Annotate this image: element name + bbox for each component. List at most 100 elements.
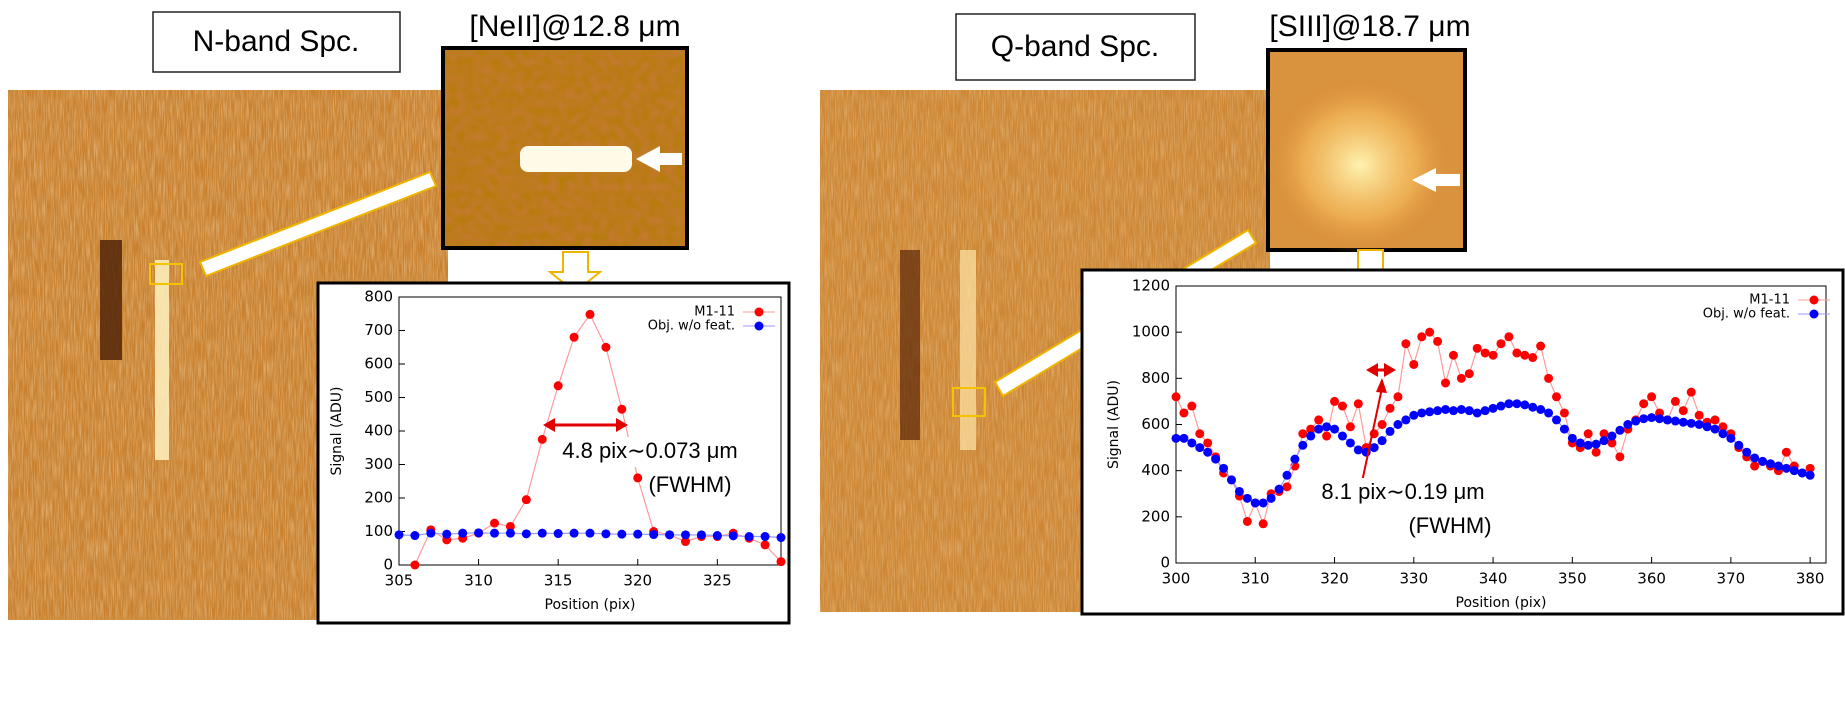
- y-tick-label: 400: [364, 422, 393, 440]
- data-point: [1330, 425, 1339, 434]
- data-point: [1298, 429, 1307, 438]
- annotation: (FWHM): [1408, 513, 1491, 538]
- bright-trace: [960, 250, 976, 450]
- data-point: [1512, 348, 1521, 357]
- y-axis-label: Signal (ADU): [329, 387, 345, 476]
- data-point: [1631, 417, 1640, 426]
- legend-label: Obj. w/o feat.: [648, 319, 735, 334]
- y-tick-label: 100: [364, 522, 393, 540]
- data-point: [1378, 436, 1387, 445]
- y-tick-label: 800: [1141, 369, 1170, 387]
- data-point: [1203, 438, 1212, 447]
- data-point: [1782, 448, 1791, 457]
- x-tick-label: 320: [623, 572, 652, 590]
- y-tick-label: 200: [1141, 507, 1170, 525]
- x-tick-label: 380: [1796, 570, 1825, 588]
- data-point: [1718, 429, 1727, 438]
- data-point: [1187, 438, 1196, 447]
- data-point: [1425, 407, 1434, 416]
- x-tick-label: 370: [1717, 570, 1746, 588]
- data-point: [1449, 406, 1458, 415]
- data-point: [1544, 374, 1553, 383]
- data-point: [1489, 351, 1498, 360]
- data-point: [1750, 453, 1759, 462]
- data-point: [1560, 408, 1569, 417]
- data-point: [1544, 408, 1553, 417]
- data-point: [506, 529, 515, 538]
- data-point: [649, 530, 658, 539]
- data-point: [1584, 429, 1593, 438]
- y-tick-label: 600: [1141, 415, 1170, 433]
- data-point: [586, 529, 595, 538]
- data-point: [474, 528, 483, 537]
- data-point: [1711, 415, 1720, 424]
- data-point: [1251, 498, 1260, 507]
- data-point: [1497, 402, 1506, 411]
- data-point: [410, 561, 419, 570]
- data-point: [410, 531, 419, 540]
- data-point: [586, 310, 595, 319]
- data-point: [1481, 406, 1490, 415]
- data-point: [1726, 434, 1735, 443]
- y-tick-label: 400: [1141, 461, 1170, 479]
- data-point: [713, 531, 722, 540]
- detector-images: [8, 12, 1843, 623]
- emission-line: [520, 146, 632, 172]
- y-tick-label: 1200: [1132, 277, 1170, 295]
- data-point: [1282, 482, 1291, 491]
- data-point: [1346, 438, 1355, 447]
- data-point: [1497, 339, 1506, 348]
- x-tick-label: 330: [1399, 570, 1428, 588]
- data-point: [617, 405, 626, 414]
- x-axis-label: Position (pix): [1456, 595, 1547, 611]
- data-point: [1393, 420, 1402, 429]
- data-point: [1584, 441, 1593, 450]
- legend-marker: [755, 322, 764, 331]
- data-point: [1195, 443, 1204, 452]
- data-point: [681, 530, 690, 539]
- data-point: [1330, 397, 1339, 406]
- data-point: [1417, 332, 1426, 341]
- data-point: [1243, 517, 1252, 526]
- data-point: [1592, 448, 1601, 457]
- legend-label: M1-11: [1749, 293, 1790, 308]
- data-point: [1687, 419, 1696, 428]
- data-point: [1504, 332, 1513, 341]
- figure: N-band Spc. [NeII]@12.8 μm Q-band Spc. […: [0, 0, 1845, 727]
- data-point: [1243, 494, 1252, 503]
- data-point: [1473, 408, 1482, 417]
- data-point: [538, 529, 547, 538]
- data-point: [1663, 415, 1672, 424]
- dark-trace: [900, 250, 920, 440]
- data-point: [697, 530, 706, 539]
- data-point: [777, 557, 786, 566]
- data-point: [522, 529, 531, 538]
- data-point: [1354, 445, 1363, 454]
- data-point: [1465, 406, 1474, 415]
- data-point: [1790, 466, 1799, 475]
- data-point: [761, 532, 770, 541]
- data-point: [1179, 434, 1188, 443]
- data-point: [522, 495, 531, 504]
- data-point: [1481, 348, 1490, 357]
- data-point: [1552, 415, 1561, 424]
- data-point: [1607, 432, 1616, 441]
- data-point: [1528, 353, 1537, 362]
- data-point: [554, 381, 563, 390]
- data-point: [1433, 337, 1442, 346]
- data-point: [761, 540, 770, 549]
- data-point: [1457, 405, 1466, 414]
- x-axis-label: Position (pix): [545, 597, 636, 613]
- data-point: [1695, 420, 1704, 429]
- line-label: [SIII]@18.7 μm: [1269, 10, 1470, 43]
- data-point: [1172, 434, 1181, 443]
- data-point: [1687, 388, 1696, 397]
- data-point: [395, 530, 404, 539]
- data-point: [1552, 392, 1561, 401]
- data-point: [426, 529, 435, 538]
- data-point: [1695, 411, 1704, 420]
- data-point: [777, 533, 786, 542]
- data-point: [1774, 462, 1783, 471]
- data-point: [1536, 342, 1545, 351]
- data-point: [1393, 392, 1402, 401]
